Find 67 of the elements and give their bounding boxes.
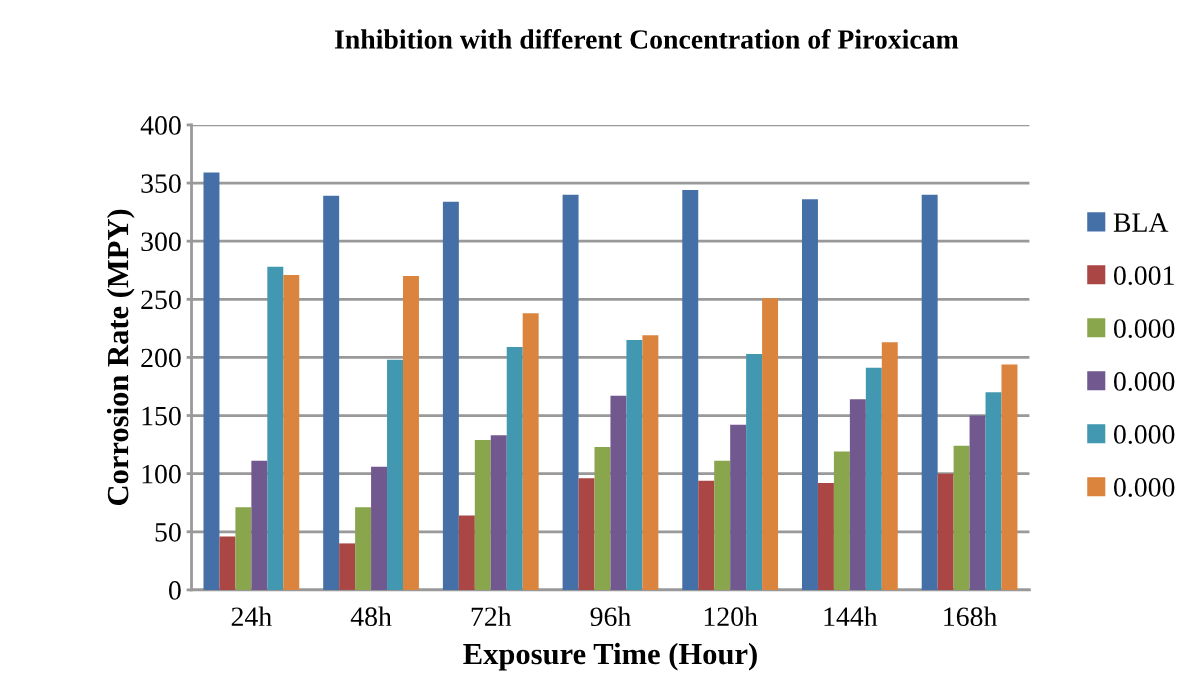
y-tick-label: 200	[141, 348, 181, 368]
x-tick-label: 48h	[350, 606, 392, 627]
bar	[578, 478, 595, 590]
bar	[953, 445, 970, 590]
bar	[682, 190, 699, 590]
x-tick-label: 96h	[590, 606, 631, 627]
bar	[849, 399, 866, 590]
x-tick-label: 72h	[471, 606, 512, 626]
bar	[610, 395, 627, 590]
bar	[339, 543, 356, 590]
bar	[522, 313, 539, 590]
bar	[762, 298, 779, 590]
chart-title: Inhibition with different Concentration of Piroxicam	[334, 29, 959, 49]
bar	[937, 473, 954, 590]
bar	[801, 199, 818, 590]
bar	[323, 195, 340, 590]
x-tick-label: 24h	[231, 606, 272, 626]
bar	[219, 536, 236, 590]
bar	[562, 194, 579, 590]
y-tick-label: 400	[140, 116, 181, 135]
bar	[387, 359, 403, 590]
legend-label: 0.001	[1113, 266, 1174, 286]
x-tick-label: 168h	[944, 606, 997, 627]
bar	[458, 515, 475, 590]
bar	[355, 507, 372, 590]
bar	[642, 335, 659, 590]
y-tick-label: 150	[142, 406, 181, 426]
x-axis-title: Exposure Time (Hour)	[463, 642, 757, 671]
y-tick-label: 250	[141, 290, 181, 310]
y-axis-title: Corrosion Rate (MPY)	[106, 209, 135, 505]
bar	[283, 274, 300, 590]
bar	[474, 439, 491, 590]
bar	[626, 339, 643, 590]
bar	[921, 194, 938, 590]
legend-label: BLA	[1113, 213, 1169, 232]
bar	[402, 276, 419, 590]
y-tick-label: 0	[168, 581, 181, 600]
x-tick-label: 144h	[824, 606, 878, 626]
bar	[251, 460, 268, 590]
legend-label: 0.000	[1113, 372, 1175, 391]
bar	[506, 346, 523, 590]
legend-label: 0.000	[1113, 478, 1175, 497]
legend-label: 0.000	[1113, 425, 1175, 444]
bar	[490, 435, 507, 590]
y-tick-label: 350	[141, 174, 181, 193]
bar	[1001, 364, 1018, 590]
bar	[730, 424, 747, 590]
bar	[881, 342, 898, 590]
bar	[371, 466, 388, 590]
x-tick-label: 120h	[704, 606, 758, 627]
bar	[969, 415, 986, 590]
bar	[442, 201, 459, 590]
bar	[714, 460, 731, 590]
bar	[746, 353, 763, 590]
bar	[235, 507, 252, 590]
bar	[698, 480, 715, 590]
y-tick-label: 50	[155, 522, 181, 542]
bar	[865, 367, 882, 590]
y-tick-label: 300	[141, 232, 181, 252]
legend-label: 0.000	[1113, 319, 1175, 338]
bar	[817, 482, 834, 590]
y-tick-label: 100	[142, 464, 181, 484]
bar	[985, 392, 1002, 590]
bar	[833, 451, 850, 590]
bar	[203, 172, 220, 590]
bar	[594, 446, 611, 590]
bar	[267, 266, 284, 590]
